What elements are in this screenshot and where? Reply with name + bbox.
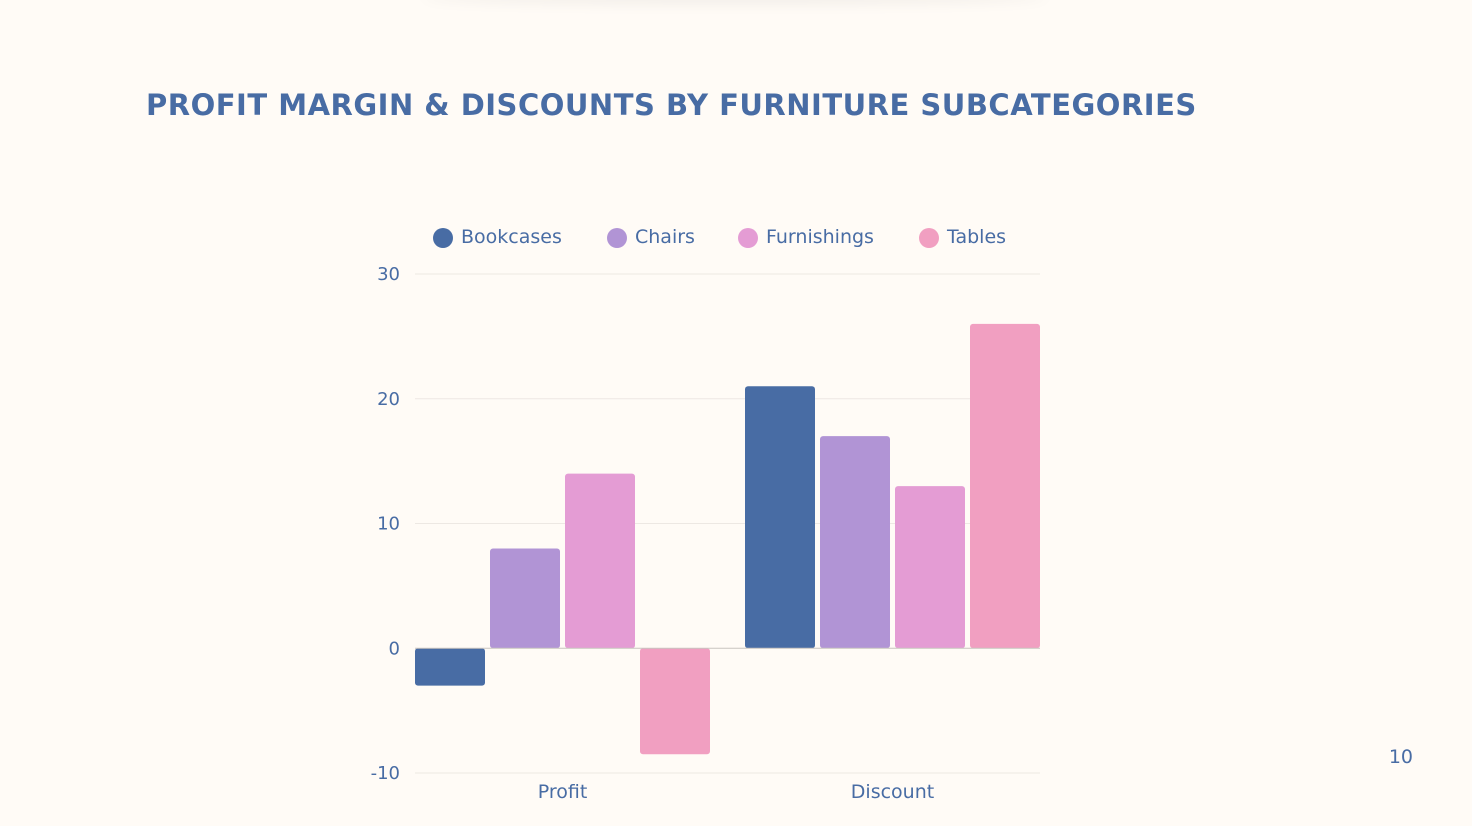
bar-chairs-discount bbox=[820, 436, 890, 649]
legend-swatch-chairs bbox=[607, 228, 627, 248]
slide-title: PROFIT MARGIN & DISCOUNTS BY FURNITURE S… bbox=[146, 88, 1197, 122]
bar-tables-profit bbox=[640, 648, 710, 755]
legend-swatch-tables bbox=[919, 228, 939, 248]
bar-bookcases-profit bbox=[415, 648, 485, 686]
bars bbox=[415, 323, 1040, 755]
legend-label-furnishings: Furnishings bbox=[766, 226, 874, 248]
legend-swatch-furnishings bbox=[738, 228, 758, 248]
bar-furnishings-profit bbox=[565, 473, 635, 649]
bar-bookcases-discount bbox=[745, 386, 815, 649]
legend: Bookcases Chairs Furnishings Tables bbox=[433, 226, 1006, 248]
y-tick-label: 30 bbox=[377, 264, 400, 285]
legend-label-bookcases: Bookcases bbox=[461, 226, 562, 248]
y-tick-label: -10 bbox=[371, 763, 400, 784]
page-number: 10 bbox=[1388, 746, 1413, 768]
y-tick-label: 10 bbox=[377, 514, 400, 535]
bar-chairs-profit bbox=[490, 548, 560, 649]
bar-furnishings-discount bbox=[895, 486, 965, 649]
legend-label-chairs: Chairs bbox=[635, 226, 695, 248]
legend-label-tables: Tables bbox=[946, 226, 1006, 248]
axes: 30 20 10 0 -10 Profit Discount bbox=[371, 264, 1040, 803]
x-category-label: Discount bbox=[851, 781, 934, 803]
y-tick-label: 0 bbox=[389, 638, 400, 659]
x-category-label: Profit bbox=[538, 781, 588, 803]
legend-swatch-bookcases bbox=[433, 228, 453, 248]
y-tick-label: 20 bbox=[377, 389, 400, 410]
bar-tables-discount bbox=[970, 323, 1040, 649]
